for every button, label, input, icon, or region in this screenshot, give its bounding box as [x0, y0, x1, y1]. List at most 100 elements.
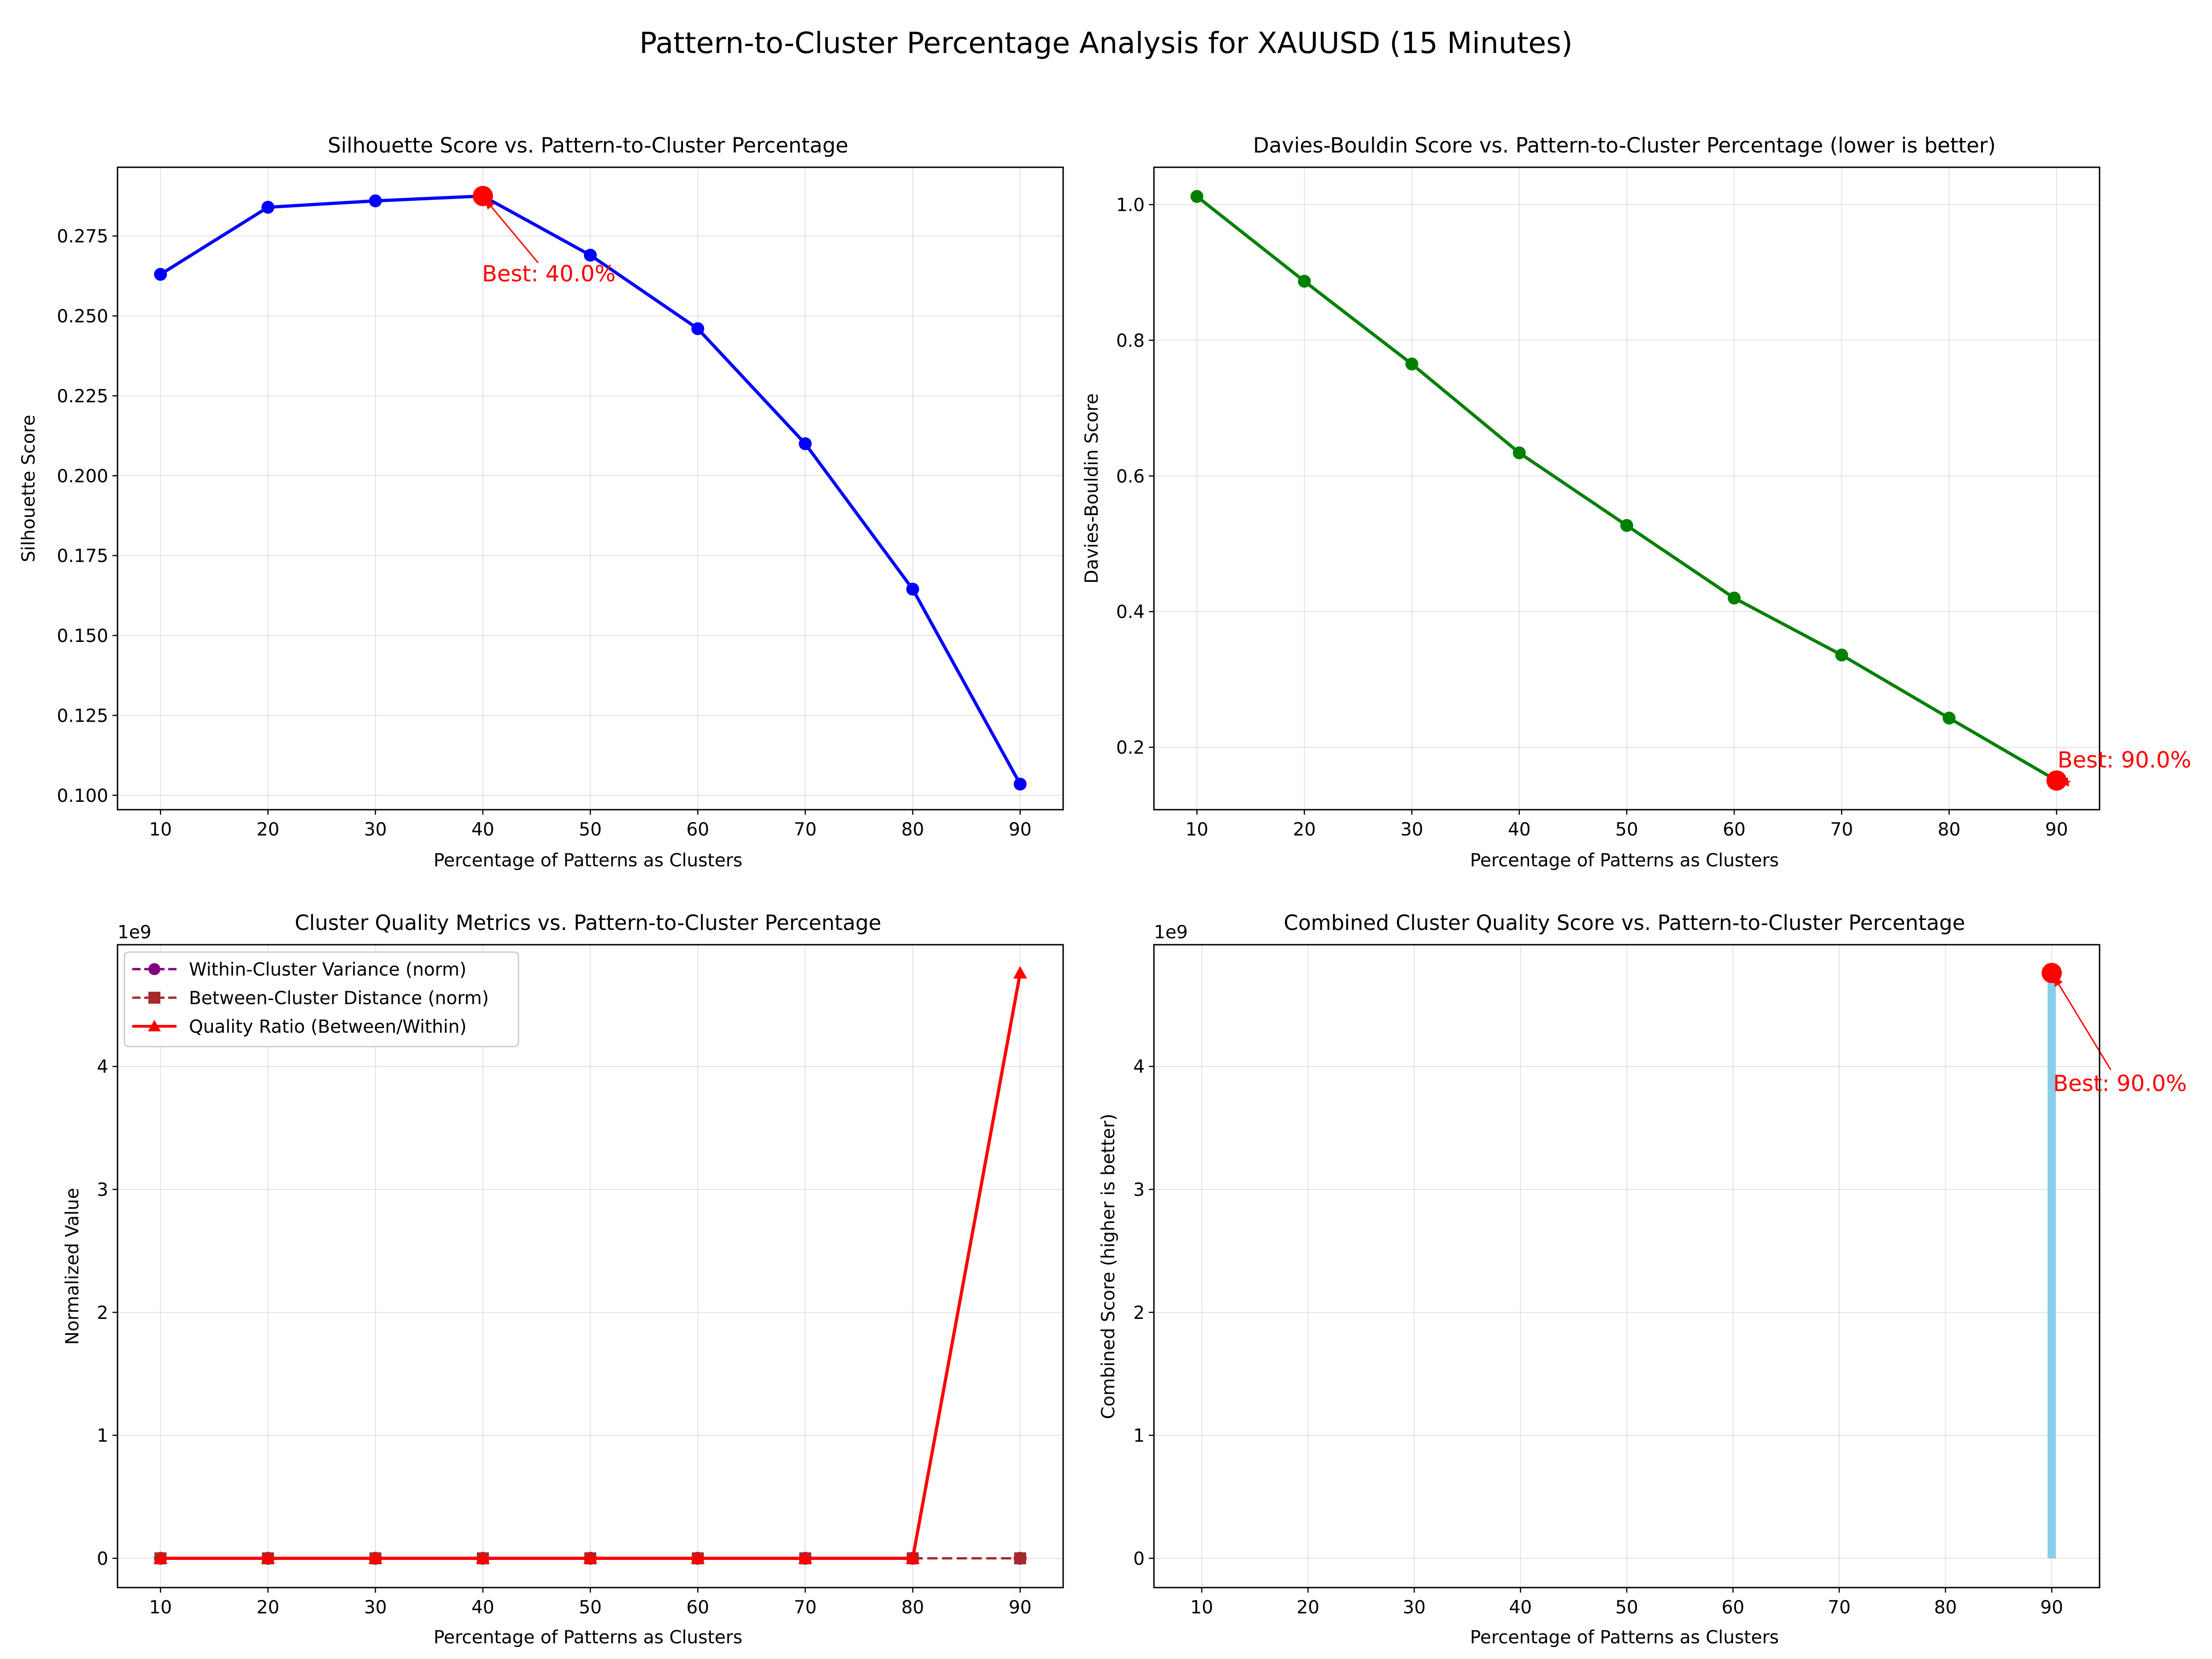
y-tick-label: 4 [1133, 1057, 1145, 1077]
y-tick-label: 0.225 [57, 386, 108, 407]
y-tick-label: 2 [1133, 1303, 1145, 1324]
silhouette-panel: Silhouette Score vs. Pattern-to-Cluster … [18, 133, 1064, 871]
y-tick-label: 0.2 [1116, 738, 1145, 759]
x-tick-label: 60 [686, 819, 709, 840]
davies-bouldin-panel: Davies-Bouldin Score vs. Pattern-to-Clus… [1082, 133, 2191, 871]
y-tick-label: 0.100 [57, 786, 108, 806]
x-tick-label: 20 [257, 1597, 280, 1618]
data-point [798, 1551, 812, 1564]
annotation-arrowhead [2053, 976, 2063, 987]
x-tick-label: 90 [1009, 1597, 1032, 1618]
x-tick-label: 60 [1722, 1597, 1745, 1618]
x-tick-label: 70 [1830, 819, 1853, 840]
y-tick-label: 1 [97, 1426, 108, 1447]
legend-within-label: Within-Cluster Variance (norm) [189, 959, 466, 980]
combined-score-panel: Combined Cluster Quality Score vs. Patte… [1098, 911, 2187, 1648]
data-point [1620, 519, 1633, 532]
silhouette-best-annotation: Best: 40.0% [482, 261, 616, 287]
x-tick-label: 70 [794, 1597, 817, 1618]
data-point [691, 322, 705, 335]
y-tick-label: 1.0 [1116, 195, 1145, 216]
quality-metrics-title: Cluster Quality Metrics vs. Pattern-to-C… [294, 911, 881, 935]
davies-bouldin-ylabel: Davies-Bouldin Score [1082, 394, 1102, 584]
y-tick-label: 0 [97, 1548, 108, 1569]
data-point [369, 194, 382, 207]
y-tick-label: 0.250 [57, 306, 108, 327]
annotation-arrow [2053, 975, 2112, 1071]
davies-bouldin-axes-frame [1153, 166, 2100, 811]
y-tick-label: 4 [97, 1057, 108, 1077]
legend-within-marker [148, 963, 160, 975]
quality-metrics-legend: Within-Cluster Variance (norm) Between-C… [124, 951, 519, 1047]
combined-score-ylabel: Combined Score (higher is better) [1098, 1114, 1119, 1419]
x-tick-label: 30 [1403, 1597, 1426, 1618]
x-tick-label: 20 [1293, 819, 1316, 840]
x-tick-label: 10 [1190, 1597, 1213, 1618]
data-point [1014, 1552, 1026, 1565]
x-tick-label: 50 [1615, 819, 1638, 840]
x-tick-label: 60 [1723, 819, 1746, 840]
data-point [1942, 712, 1956, 725]
x-tick-label: 40 [1508, 819, 1531, 840]
annotation-arrowhead [484, 199, 495, 210]
data-point [154, 268, 167, 281]
x-tick-label: 80 [901, 1597, 924, 1618]
combined-score-best-annotation: Best: 90.0% [2053, 1071, 2187, 1096]
davies-bouldin-best-annotation: Best: 90.0% [2058, 747, 2191, 773]
data-point [1013, 777, 1027, 791]
quality-metrics-panel: Cluster Quality Metrics vs. Pattern-to-C… [62, 911, 1064, 1648]
data-point [153, 1551, 168, 1564]
x-tick-label: 30 [364, 1597, 387, 1618]
combined-score-axes-frame [1153, 944, 2100, 1588]
legend-ratio-label: Quality Ratio (Between/Within) [189, 1017, 467, 1037]
x-tick-label: 10 [1185, 819, 1208, 840]
x-tick-label: 40 [471, 1597, 494, 1618]
data-point [799, 437, 812, 450]
x-tick-label: 40 [471, 819, 494, 840]
combined-score-offset-label: 1e9 [1154, 922, 1188, 943]
legend-ratio-marker [148, 1020, 161, 1031]
davies-bouldin-xlabel: Percentage of Patterns as Clusters [1470, 850, 1779, 871]
y-tick-label: 0.275 [57, 226, 108, 247]
y-tick-label: 3 [1133, 1180, 1145, 1200]
silhouette-xlabel: Percentage of Patterns as Clusters [434, 850, 742, 871]
data-point [1013, 966, 1027, 979]
x-tick-label: 90 [2040, 1597, 2063, 1618]
y-tick-label: 2 [97, 1303, 108, 1324]
quality-metrics-xlabel: Percentage of Patterns as Clusters [434, 1627, 742, 1648]
data-point [1728, 591, 1741, 605]
x-tick-label: 50 [579, 1597, 602, 1618]
quality-metrics-axes-frame [117, 944, 1064, 1588]
y-tick-label: 3 [97, 1180, 108, 1200]
x-tick-label: 70 [794, 819, 817, 840]
data-point [1512, 446, 1526, 459]
legend-between-marker [148, 992, 160, 1004]
x-tick-label: 20 [1296, 1597, 1319, 1618]
y-tick-label: 0.175 [57, 546, 108, 567]
combined-score-plot-area: 10 20 30 40 50 60 70 80 90 0 1 2 3 4 [1133, 945, 2112, 1618]
data-point [906, 582, 919, 596]
quality-metrics-ylabel: Normalized Value [62, 1188, 83, 1345]
data-point [1190, 190, 1204, 203]
x-tick-label: 90 [1009, 819, 1032, 840]
y-tick-label: 0.150 [57, 626, 108, 647]
silhouette-ylabel: Silhouette Score [18, 415, 39, 562]
data-point [261, 1551, 275, 1564]
combined-score-title: Combined Cluster Quality Score vs. Patte… [1284, 911, 1965, 935]
data-point [1405, 357, 1418, 371]
quality-metrics-plot-area: 10 20 30 40 50 60 70 80 90 0 1 2 3 4 [97, 945, 1063, 1618]
quality-metrics-offset-label: 1e9 [118, 922, 152, 943]
bar [2047, 973, 2056, 1559]
annotation-arrow [484, 198, 539, 264]
x-tick-label: 40 [1509, 1597, 1532, 1618]
x-tick-label: 80 [1934, 1597, 1957, 1618]
silhouette-plot-area: 10 20 30 40 50 60 70 80 90 0.100 0.125 0.150 0.175 0.… [57, 167, 1063, 840]
x-tick-label: 60 [686, 1597, 709, 1618]
x-tick-label: 50 [579, 819, 602, 840]
y-tick-label: 0.6 [1116, 466, 1145, 487]
x-tick-label: 30 [1400, 819, 1424, 840]
data-point [476, 1551, 490, 1564]
data-point [583, 1551, 597, 1564]
